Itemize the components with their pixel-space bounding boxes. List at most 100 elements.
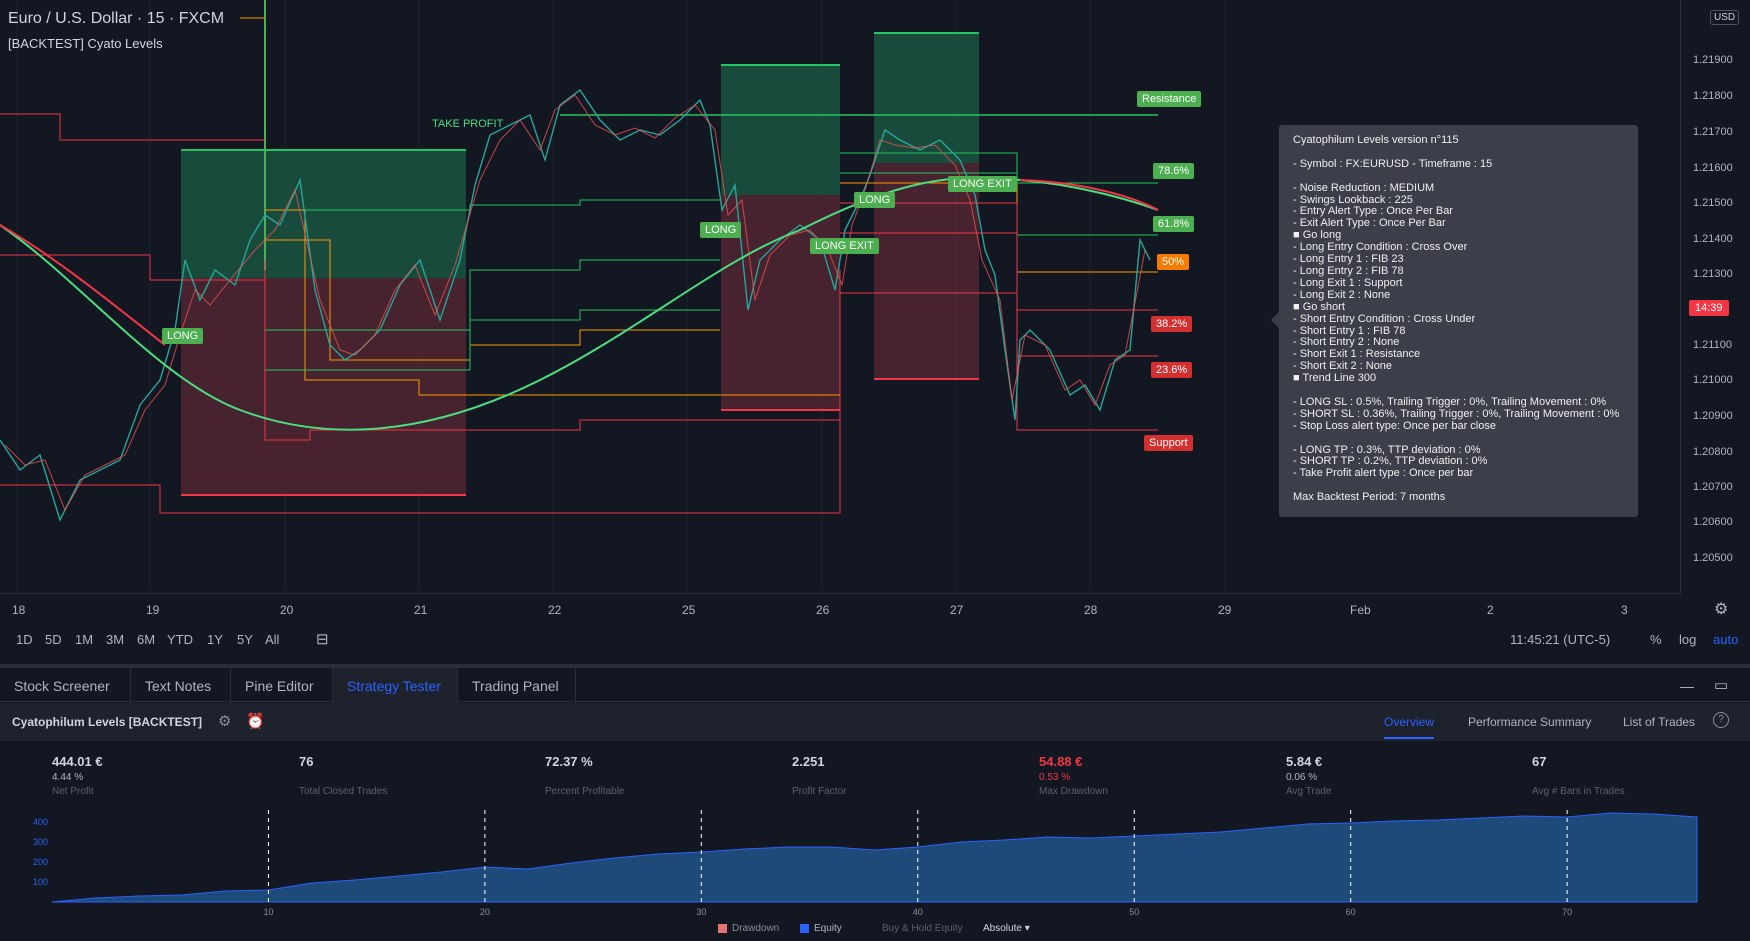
price-chart[interactable]: Euro / U.S. Dollar · 15 · FXCM [BACKTEST…: [0, 0, 1680, 594]
legend-equity[interactable]: Equity: [800, 923, 842, 934]
compare-range-icon[interactable]: ⊟: [316, 631, 329, 648]
price-axis[interactable]: USD 1.21900 1.21800 1.21700 1.21600 1.21500 1…: [1680, 0, 1750, 594]
price-tick-label: 1.21100: [1693, 339, 1732, 351]
info-line: - Long Entry 1 : FIB 23: [1293, 253, 1404, 266]
price-tick-label: 1.20700: [1693, 481, 1733, 493]
chart-settings-icon[interactable]: ⚙: [1714, 601, 1729, 618]
metric: 5.84 € 0.06 % Avg Trade: [1286, 754, 1331, 797]
long-exit-badge: LONG EXIT: [948, 176, 1017, 192]
gear-icon[interactable]: ⚙: [218, 713, 232, 730]
metric-subvalue: [792, 772, 846, 784]
timeframe-6m[interactable]: 6M: [137, 632, 156, 647]
legend-label: Equity: [814, 923, 842, 934]
tab-list-of-trades[interactable]: List of Trades: [1623, 715, 1696, 729]
info-line: - Stop Loss alert type: Once per bar clo…: [1293, 419, 1496, 432]
log-scale-toggle[interactable]: log: [1679, 632, 1697, 647]
y-tick-label: 100: [33, 877, 48, 887]
metric-value: 76: [299, 754, 314, 769]
y-tick-label: 200: [33, 857, 48, 867]
price-tick-label: 1.20800: [1693, 446, 1733, 458]
info-line: - Short Entry 2 : None: [1293, 336, 1400, 349]
info-line: - SHORT SL : 0.36%, Trailing Trigger : 0…: [1293, 407, 1620, 420]
metric-label: Total Closed Trades: [299, 786, 388, 797]
timeframe-ytd[interactable]: YTD: [167, 632, 193, 647]
info-line: - Short Exit 1 : Resistance: [1293, 348, 1421, 361]
info-line: - Long Exit 2 : None: [1293, 288, 1391, 301]
metric-label: Net Profit: [52, 786, 94, 797]
absolute-dropdown[interactable]: Absolute ▾: [983, 923, 1030, 934]
tab-performance-summary[interactable]: Performance Summary: [1468, 715, 1592, 729]
metric-label: Profit Factor: [792, 786, 847, 797]
info-line: - Long Entry Condition : Cross Over: [1293, 241, 1468, 254]
x-tick-label: 70: [1562, 907, 1572, 917]
metric: 72.37 % Percent Profitable: [545, 754, 625, 797]
symbol-title[interactable]: Euro / U.S. Dollar · 15 · FXCM: [8, 10, 225, 27]
price-tick-label: 1.20900: [1693, 410, 1733, 422]
equity-swatch: [800, 923, 809, 933]
price-tick-label: 1.20600: [1693, 516, 1733, 528]
info-line: - Take Profit alert type : Once per bar: [1293, 467, 1474, 480]
info-box-pointer: [1271, 312, 1279, 328]
clock[interactable]: 11:45:21 (UTC-5): [1510, 632, 1611, 647]
time-tick-label: 18: [12, 603, 26, 617]
time-tick-label: 22: [548, 603, 562, 617]
timeframe-1y[interactable]: 1Y: [207, 632, 223, 647]
x-tick-label: 20: [480, 907, 490, 917]
tab-trading-panel[interactable]: Trading Panel: [458, 668, 576, 705]
long-signal-badge: LONG: [854, 192, 896, 208]
indicator-title[interactable]: [BACKTEST] Cyato Levels: [8, 36, 163, 51]
x-tick-label: 10: [263, 907, 273, 917]
legend-drawdown[interactable]: Drawdown: [718, 923, 779, 934]
price-tick-label: 1.21400: [1693, 233, 1733, 245]
tab-text-notes[interactable]: Text Notes: [131, 668, 231, 705]
sl-zone-1: [181, 278, 466, 495]
x-tick-label: 60: [1346, 907, 1356, 917]
minimize-icon[interactable]: —: [1680, 678, 1694, 694]
info-line: - SHORT TP : 0.2%, TTP deviation : 0%: [1293, 455, 1488, 468]
metric-subvalue: [545, 772, 625, 784]
drawdown-swatch: [718, 923, 727, 933]
dropdown-label: Absolute: [983, 923, 1022, 934]
metric-label: Avg Trade: [1286, 786, 1332, 797]
legend-label: Drawdown: [732, 923, 780, 934]
tab-pine-editor[interactable]: Pine Editor: [231, 668, 333, 705]
info-line: - Entry Alert Type : Once Per Bar: [1293, 205, 1453, 218]
metric-label: Avg # Bars in Trades: [1532, 786, 1625, 797]
info-line: - LONG SL : 0.5%, Trailing Trigger : 0%,…: [1293, 395, 1607, 408]
current-price-marker: 14:39: [1689, 300, 1729, 316]
timeframe-5y[interactable]: 5Y: [237, 632, 253, 647]
tab-label: Stock Screener: [14, 678, 110, 694]
timeframe-5d[interactable]: 5D: [45, 632, 62, 647]
help-icon[interactable]: ?: [1713, 712, 1729, 728]
time-tick-label: 19: [146, 603, 160, 617]
legend-buy-hold[interactable]: Buy & Hold Equity: [882, 923, 963, 934]
price-tick-label: 1.21900: [1693, 54, 1733, 66]
x-tick-label: 40: [913, 907, 923, 917]
timeframe-3m[interactable]: 3M: [106, 632, 125, 647]
fib-786-badge: 78.6%: [1153, 163, 1195, 179]
strategy-name: Cyatophilum Levels [BACKTEST]: [12, 715, 203, 729]
timeframe-1d[interactable]: 1D: [16, 632, 33, 647]
currency-badge[interactable]: USD: [1710, 10, 1740, 25]
alert-clock-icon[interactable]: ⏰: [246, 713, 265, 730]
tab-overview[interactable]: Overview: [1384, 715, 1435, 729]
chart-canvas: [0, 0, 1226, 590]
maximize-icon[interactable]: ▭: [1714, 677, 1729, 694]
active-tab-indicator: [1384, 737, 1434, 739]
info-line: ■ Trend Line 300: [1293, 372, 1377, 385]
metric-value: 5.84 €: [1286, 754, 1323, 769]
bottom-panel-tabs: Stock Screener ⌄ Text Notes Pine Editor …: [0, 664, 1750, 731]
info-line: Cyatophilum Levels version n°115: [1293, 134, 1459, 146]
time-tick-label: 25: [682, 603, 696, 617]
percent-scale-toggle[interactable]: %: [1650, 632, 1662, 647]
timeframe-all[interactable]: All: [265, 632, 280, 647]
price-tick-label: 1.21700: [1693, 126, 1733, 138]
time-tick-label: 27: [950, 603, 964, 617]
info-line: - Swings Lookback : 225: [1293, 193, 1413, 206]
tab-stock-screener[interactable]: Stock Screener ⌄: [0, 668, 131, 731]
take-profit-label: TAKE PROFIT: [432, 118, 504, 130]
tab-strategy-tester[interactable]: Strategy Tester: [333, 668, 458, 705]
metric: 76 Total Closed Trades: [299, 754, 387, 797]
auto-scale-toggle[interactable]: auto: [1713, 632, 1739, 647]
timeframe-1m[interactable]: 1M: [75, 632, 94, 647]
